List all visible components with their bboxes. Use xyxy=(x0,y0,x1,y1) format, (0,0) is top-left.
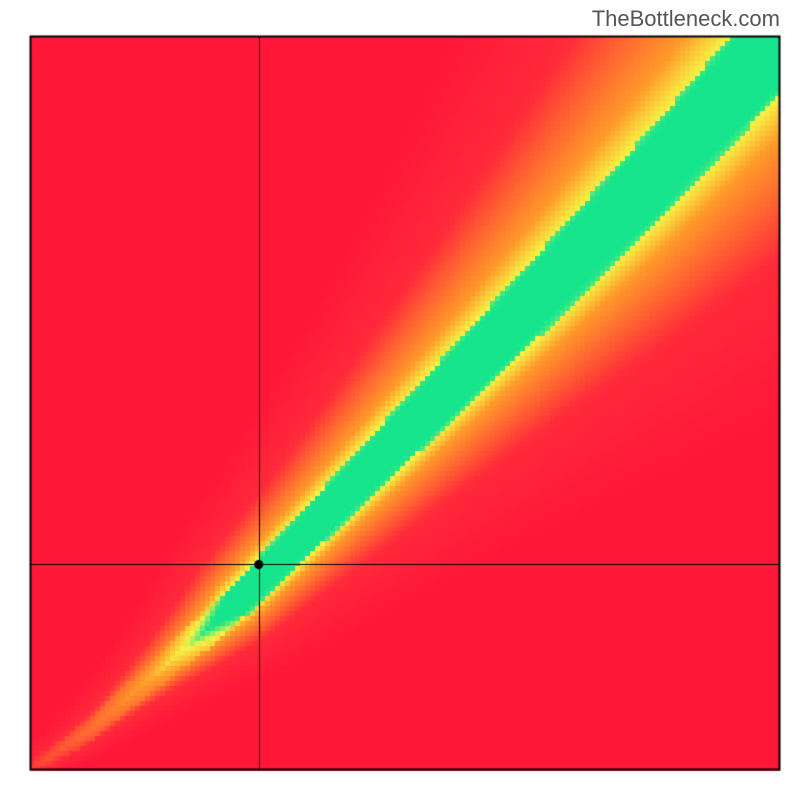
watermark-text: TheBottleneck.com xyxy=(592,6,780,32)
chart-container: TheBottleneck.com xyxy=(0,0,800,800)
heatmap-canvas xyxy=(0,0,800,800)
